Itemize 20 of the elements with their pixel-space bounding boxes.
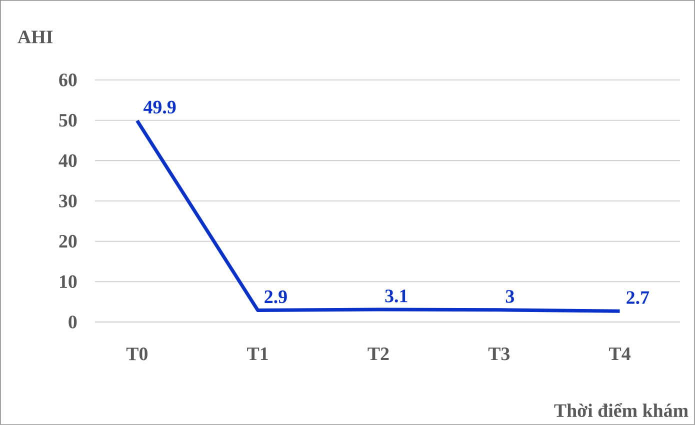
data-label: 3 <box>506 290 514 303</box>
y-tick-label: 20 <box>59 234 77 248</box>
line-series <box>135 118 622 313</box>
data-label: 2.7 <box>626 291 650 304</box>
y-tick-label: 30 <box>59 194 77 208</box>
y-tick-label: 60 <box>59 74 77 86</box>
data-label: 49.9 <box>144 100 176 114</box>
y-tick-label: 10 <box>60 275 77 288</box>
x-tick-label: T2 <box>368 348 389 360</box>
y-axis-title: AHI <box>18 30 53 44</box>
data-label: 3.1 <box>385 290 408 302</box>
x-tick-label: T3 <box>488 348 510 360</box>
x-tick-label: T0 <box>126 348 148 360</box>
x-tick-label: T4 <box>609 348 630 360</box>
x-axis-title: Thời điểm khám <box>554 403 688 418</box>
y-tick-label: 40 <box>58 154 77 168</box>
y-tick-label: 0 <box>68 316 77 328</box>
y-tick-label: 50 <box>59 114 77 127</box>
data-label: 2.9 <box>264 290 287 304</box>
x-tick-label: T1 <box>247 348 268 360</box>
